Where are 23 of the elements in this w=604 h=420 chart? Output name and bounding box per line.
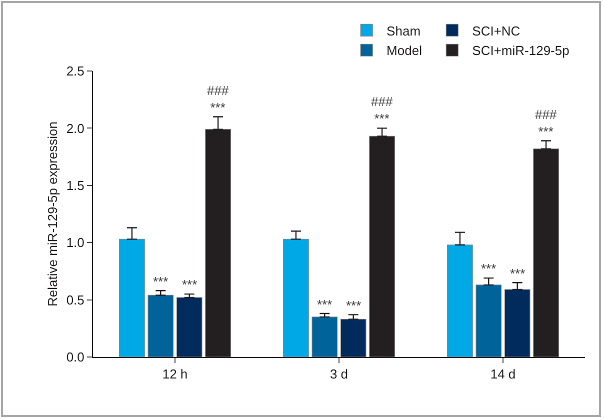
y-tick-label: 0.0 xyxy=(66,350,84,365)
legend-label: Model xyxy=(386,43,422,58)
data-label: *** xyxy=(182,277,198,292)
data-label: ### *** xyxy=(535,107,558,139)
x-tick-label: 3 d xyxy=(330,366,348,382)
data-label: ### *** xyxy=(207,83,230,115)
data-label: ### *** xyxy=(371,94,394,126)
y-tick-label: 2.5 xyxy=(66,64,84,79)
y-tick-label: 1.0 xyxy=(66,235,84,250)
legend-label: Sham xyxy=(386,23,421,38)
y-tick-label: 1.5 xyxy=(66,178,84,193)
data-label: *** xyxy=(317,297,332,312)
legend-label: SCI+miR-129-5p xyxy=(472,43,570,58)
data-label: *** xyxy=(481,261,496,276)
data-label: *** xyxy=(346,298,362,313)
data-label: *** xyxy=(510,266,526,281)
y-tick-label: 0.5 xyxy=(66,292,84,308)
y-axis-title: Relative miR-129-5p expression xyxy=(45,122,60,306)
legend-label: SCI+NC xyxy=(472,23,520,38)
y-tick-label: 2.0 xyxy=(66,120,84,136)
x-tick-label: 14 d xyxy=(490,366,516,382)
data-label: *** xyxy=(153,274,168,289)
x-tick-label: 12 h xyxy=(162,366,188,382)
